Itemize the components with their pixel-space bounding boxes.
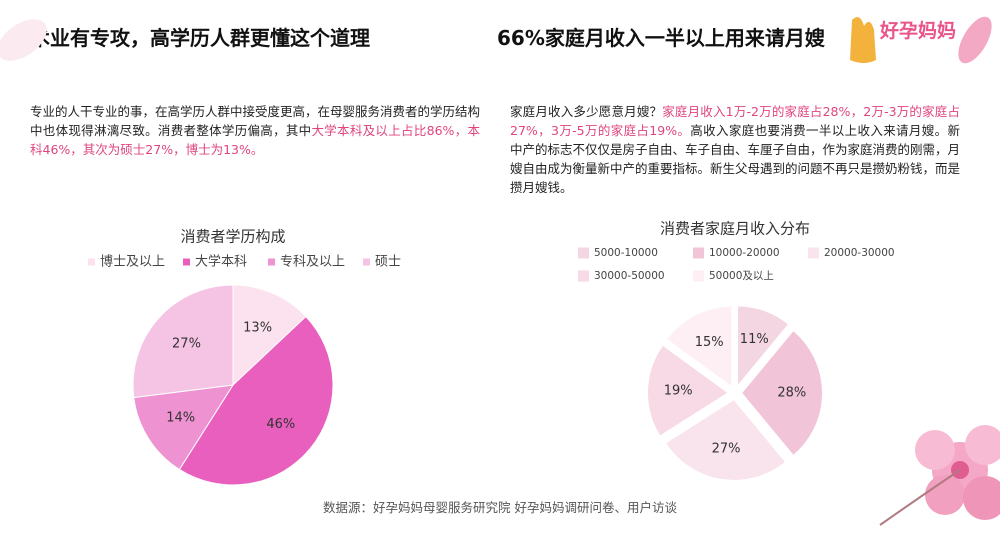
slice-label: 15% bbox=[695, 335, 724, 350]
legend-label: 大学本科 bbox=[195, 254, 247, 270]
pie-slice bbox=[646, 343, 731, 439]
pie-slice bbox=[132, 284, 234, 399]
slice-label: 13% bbox=[243, 321, 272, 336]
highlight-text: 大学本科及以上占比86%，本科46%，其次为硕士27%，博士为13%。 bbox=[30, 123, 480, 157]
legend-label: 50000及以上 bbox=[709, 270, 774, 282]
legend-label: 20000-30000 bbox=[824, 247, 895, 259]
pie-slice bbox=[664, 304, 734, 390]
text: 家庭月收入多少愿意月嫂？ bbox=[510, 104, 663, 119]
chart-title: 消费者家庭月收入分布 bbox=[660, 220, 810, 238]
slice-label: 27% bbox=[172, 336, 201, 351]
legend-swatch bbox=[88, 258, 95, 266]
legend-label: 10000-20000 bbox=[709, 247, 780, 259]
petal-decoration bbox=[958, 16, 992, 64]
legend-swatch bbox=[578, 270, 589, 282]
slice-label: 11% bbox=[740, 332, 769, 347]
pie-slice bbox=[232, 284, 307, 387]
legend-swatch bbox=[578, 247, 589, 259]
slice-label: 27% bbox=[712, 442, 741, 457]
legend-swatch bbox=[693, 270, 704, 282]
legend-swatch bbox=[808, 247, 819, 259]
legend-swatch bbox=[693, 247, 704, 259]
legend-swatch bbox=[363, 258, 370, 266]
logo-icon bbox=[850, 17, 876, 63]
pie-slice bbox=[736, 304, 791, 391]
legend-swatch bbox=[268, 258, 275, 266]
left-heading: 术业有专攻，高学历人群更懂这个道理 bbox=[30, 26, 370, 50]
highlight-text: 家庭月收入1万-2万的家庭占28%，2万-3万的家庭占27%，3万-5万的家庭占… bbox=[510, 104, 960, 138]
right-paragraph: 家庭月收入多少愿意月嫂？家庭月收入1万-2万的家庭占28%，2万-3万的家庭占2… bbox=[510, 102, 960, 197]
slice-label: 14% bbox=[166, 411, 195, 426]
legend-label: 专科及以上 bbox=[280, 255, 345, 270]
slice-label: 28% bbox=[777, 386, 806, 401]
slice-label: 19% bbox=[664, 384, 693, 399]
slice-label: 46% bbox=[266, 417, 295, 432]
source: 数据源：好孕妈妈母婴服务研究院 好孕妈妈调研问卷、用户访谈 bbox=[323, 500, 677, 515]
right-heading: 66%家庭月收入一半以上用来请月嫂 bbox=[497, 26, 825, 50]
legend-swatch bbox=[183, 258, 190, 266]
pie-slice bbox=[739, 328, 824, 458]
pie-slice bbox=[178, 315, 334, 486]
legend-label: 博士及以上 bbox=[100, 255, 165, 270]
chart-title: 消费者学历构成 bbox=[180, 228, 285, 246]
pie-slice bbox=[133, 384, 234, 471]
petal-decoration bbox=[0, 19, 47, 61]
flower-decoration bbox=[879, 425, 1000, 526]
legend-label: 5000-10000 bbox=[594, 247, 658, 259]
legend-label: 30000-50000 bbox=[594, 270, 665, 282]
logo: 好孕妈妈 bbox=[880, 20, 957, 42]
left-paragraph: 专业的人干专业的事，在高学历人群中接受度更高，在母婴服务消费者的学历结构中也体现… bbox=[30, 102, 480, 159]
legend-label: 硕士 bbox=[375, 255, 401, 270]
text: 专业的人干专业的事，在高学历人群中接受度更高，在母婴服务消费者的学历结构中也体现… bbox=[30, 104, 481, 138]
text: 高收入家庭也要消费一半以上收入来请月嫂。新中产的标志不仅仅是房子自由、车子自由、… bbox=[510, 123, 961, 195]
pie-slice bbox=[663, 397, 788, 482]
